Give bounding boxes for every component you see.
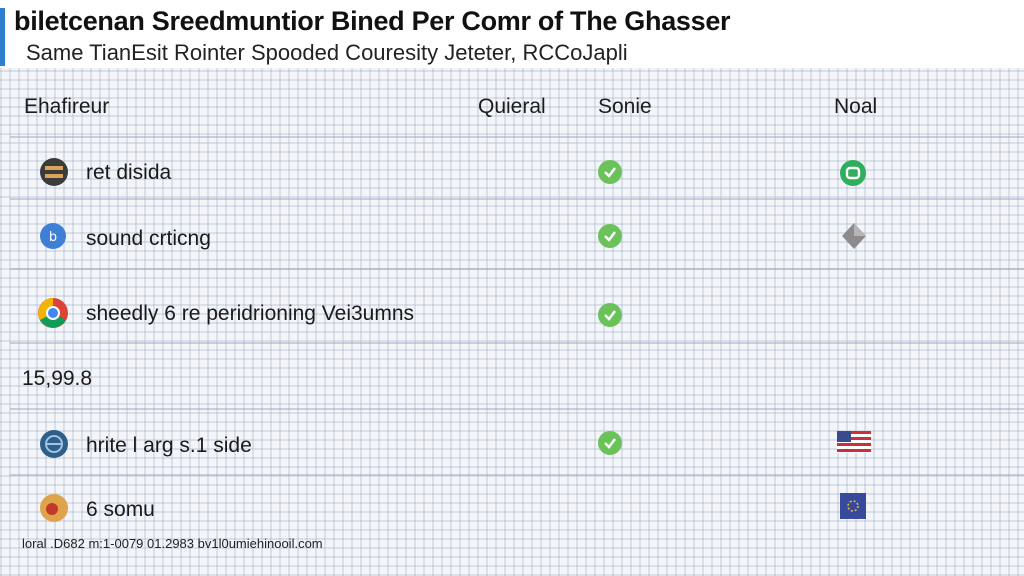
table-divider: [10, 474, 1024, 476]
check-icon: [598, 224, 622, 248]
header: biletcenan Sreedmuntior Bined Per Comr o…: [0, 0, 1024, 68]
dark-round-icon: [40, 158, 68, 186]
row-label: sheedly 6 re peridrioning Vei3umns: [86, 302, 415, 325]
column-header-noal[interactable]: Noal: [834, 95, 878, 118]
page-title: biletcenan Sreedmuntior Bined Per Comr o…: [14, 6, 731, 36]
footer-note: loral .D682 m:1-0079 01.2983 bv1l0umiehi…: [22, 536, 323, 551]
check-icon: [598, 431, 622, 455]
row-count: 15,99.8: [22, 367, 93, 390]
table-divider: [10, 342, 1024, 344]
blue-flag-icon: [840, 493, 866, 519]
chrome-icon: [38, 298, 68, 328]
check-icon: [598, 303, 622, 327]
row-label: hrite l arg s.1 side: [86, 434, 252, 457]
column-header-ehafireur[interactable]: Ehafireur: [24, 95, 110, 118]
row-label: sound crticng: [86, 227, 211, 250]
globe-icon: [40, 430, 68, 458]
gray-diamond-icon: [842, 223, 866, 249]
accent-bar: [0, 8, 5, 66]
orange-circle-icon: [40, 494, 68, 522]
table-divider: [10, 198, 1024, 200]
column-header-quieral[interactable]: Quieral: [478, 95, 546, 118]
green-ring-icon: [840, 160, 866, 186]
svg-text:b: b: [49, 230, 57, 245]
page-subtitle: Same TianEsit Rointer Spooded Couresity …: [26, 40, 628, 65]
row-label: 6 somu: [86, 498, 155, 521]
blue-circle-icon: b: [40, 223, 66, 249]
check-icon: [598, 160, 622, 184]
column-header-sonie[interactable]: Sonie: [598, 95, 652, 118]
table-divider: [10, 408, 1024, 410]
row-label: ret disida: [86, 161, 172, 184]
table-divider: [10, 268, 1024, 270]
comparison-table: [0, 70, 1024, 540]
table-divider: [10, 136, 1024, 138]
us-flag-icon: [837, 431, 871, 453]
